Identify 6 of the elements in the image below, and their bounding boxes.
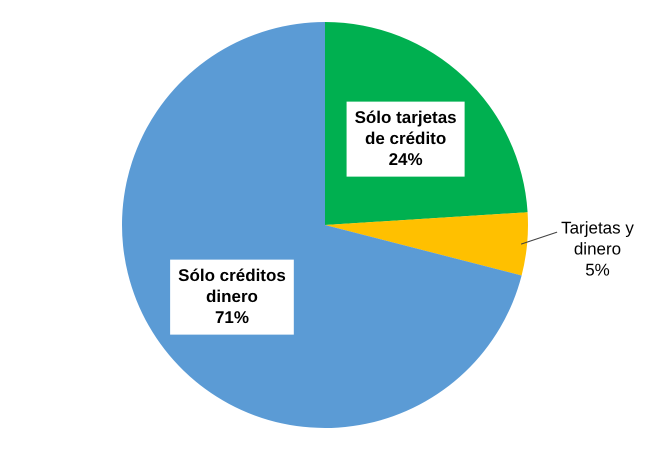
slice-label: Sólo tarjetas de crédito (354, 108, 457, 148)
data-label: 71% (214, 308, 249, 327)
slice-label: Tarjetas y dinero (561, 218, 634, 258)
data-label: 24% (388, 150, 423, 169)
slice-label: Sólo créditos dinero (178, 266, 286, 306)
data-label: 5% (585, 260, 610, 280)
